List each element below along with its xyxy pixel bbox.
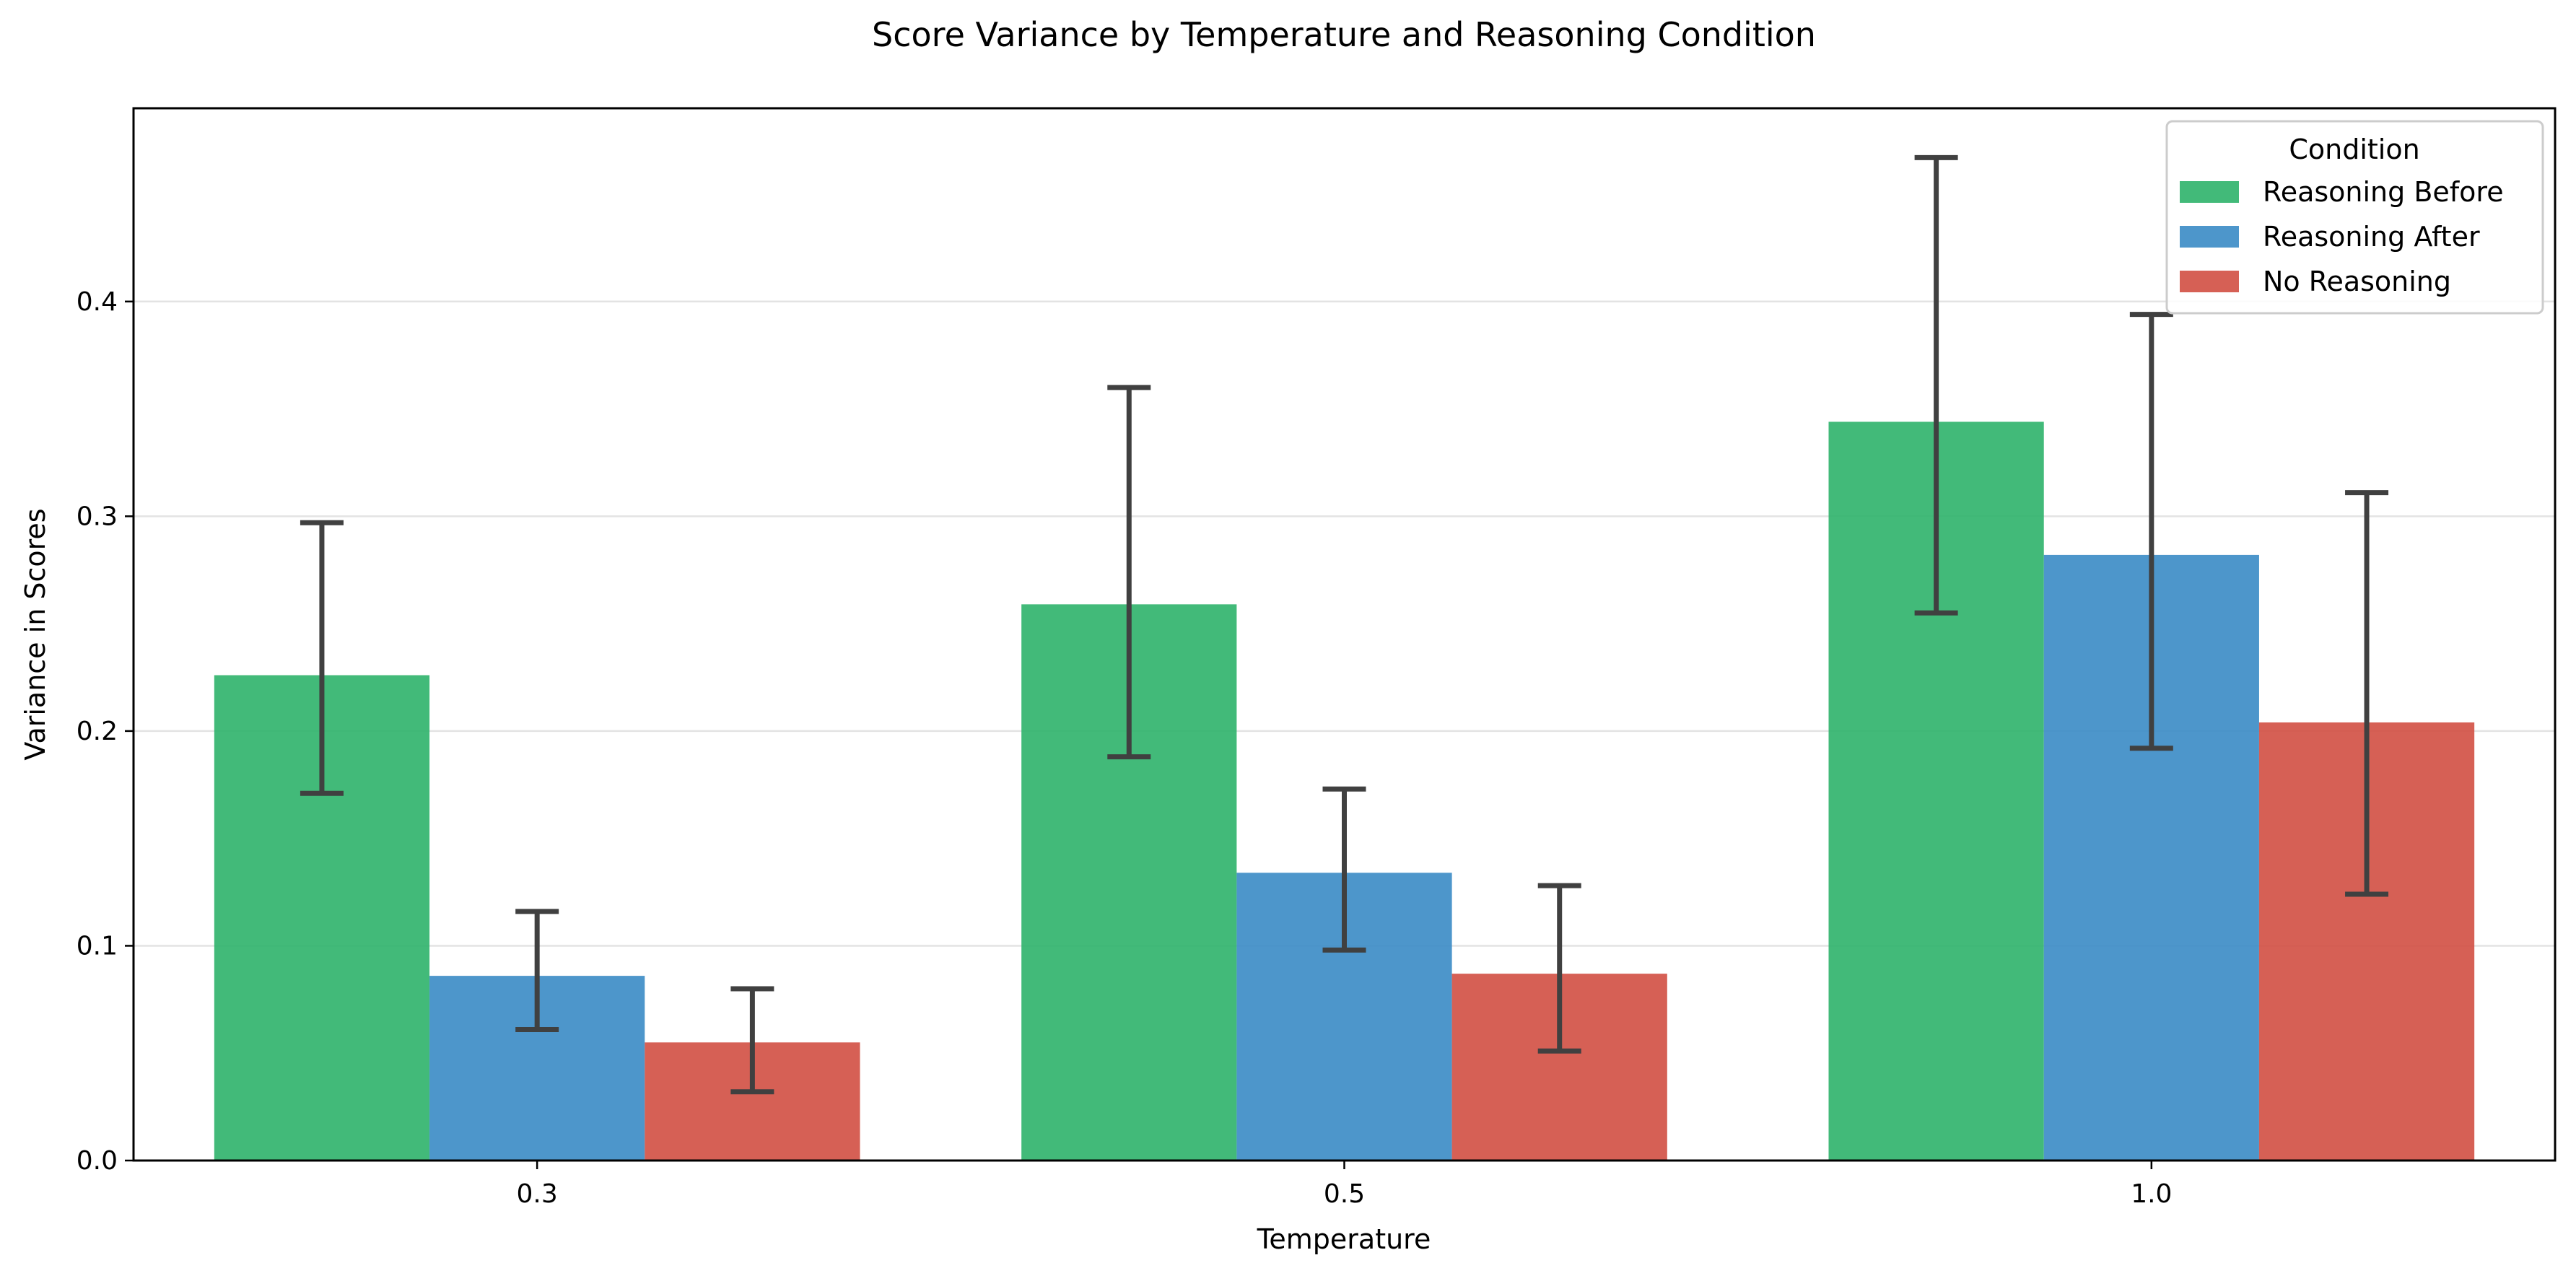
legend-swatch xyxy=(2180,271,2239,292)
x-axis: 0.3 0.5 1.0 xyxy=(517,1161,2172,1209)
chart-title: Score Variance by Temperature and Reason… xyxy=(872,15,1816,54)
x-axis-title: Temperature xyxy=(1257,1223,1431,1255)
legend-frame xyxy=(2165,120,2544,315)
y-axis-title: Variance in Scores xyxy=(19,508,51,760)
legend: Condition Reasoning Before Reasoning Afte… xyxy=(2165,120,2544,315)
legend-swatch xyxy=(2180,181,2239,203)
x-tick-label: 0.3 xyxy=(517,1179,558,1209)
y-axis: 0.0 0.1 0.2 0.3 0.4 xyxy=(77,287,134,1176)
legend-label: Reasoning Before xyxy=(2263,176,2504,208)
error-bars xyxy=(300,154,2389,1095)
x-tick-label: 0.5 xyxy=(1324,1179,1365,1209)
legend-swatch xyxy=(2180,226,2239,248)
x-tick-label: 1.0 xyxy=(2131,1179,2172,1209)
legend-label: Reasoning After xyxy=(2263,221,2480,253)
y-tick-label: 0.3 xyxy=(77,502,118,531)
legend-label: No Reasoning xyxy=(2263,266,2451,297)
y-tick-label: 0.2 xyxy=(77,717,118,746)
y-tick-label: 0.4 xyxy=(77,287,118,317)
legend-title: Condition xyxy=(2289,134,2419,165)
y-tick-label: 0.0 xyxy=(77,1146,118,1176)
y-tick-label: 0.1 xyxy=(77,931,118,961)
